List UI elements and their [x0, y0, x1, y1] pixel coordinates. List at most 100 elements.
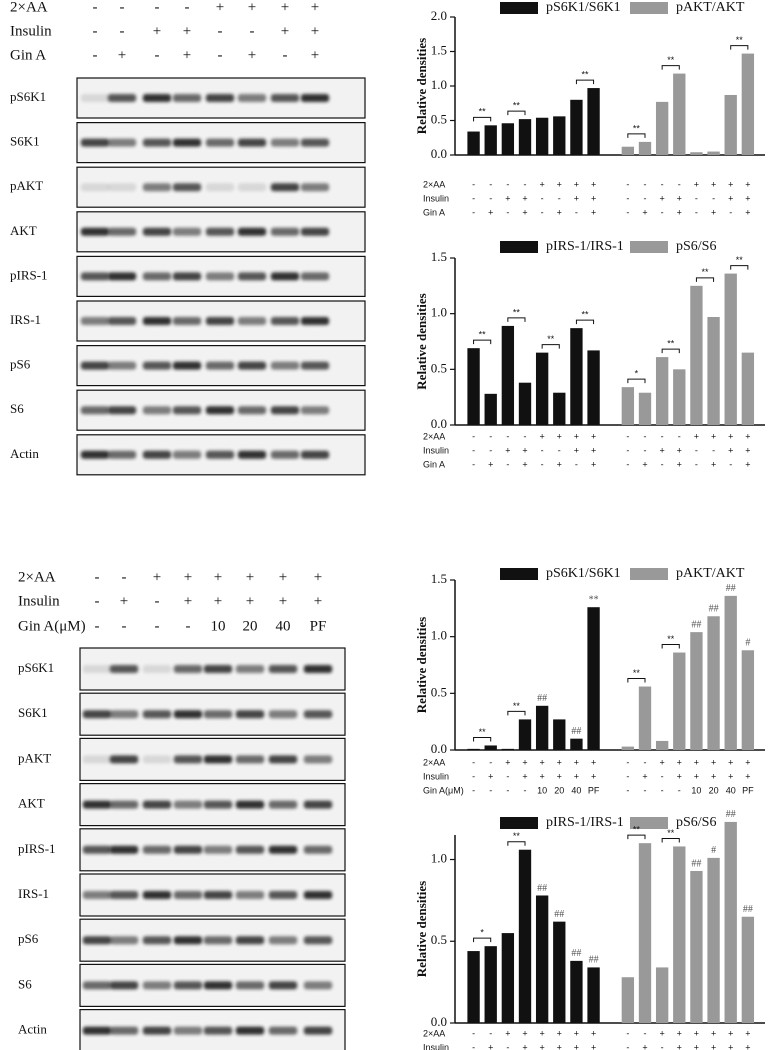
- blot-band: [142, 1026, 172, 1035]
- blot-label: S6K1: [18, 705, 48, 720]
- condition-mark: -: [93, 47, 98, 63]
- condition-label: Gin A: [10, 47, 46, 63]
- significance-mark: **: [701, 267, 709, 277]
- blot-label: S6: [10, 401, 24, 416]
- blot-band: [142, 891, 172, 899]
- condition-mark: -: [283, 47, 288, 63]
- bar: [587, 967, 600, 1023]
- condition-mark: -: [626, 1028, 629, 1038]
- condition-mark: -: [186, 618, 191, 634]
- condition-mark: -: [250, 23, 255, 39]
- significance-bracket: [627, 378, 646, 384]
- condition-mark: -: [626, 785, 629, 795]
- condition-mark: -: [626, 179, 629, 189]
- condition-mark: +: [677, 207, 682, 217]
- blot-band: [109, 755, 139, 764]
- condition-mark: +: [540, 771, 545, 781]
- blot-band: [205, 272, 235, 281]
- condition-mark: +: [540, 1028, 545, 1038]
- significance-bracket: [507, 841, 526, 846]
- condition-mark: -: [95, 593, 100, 609]
- blot-label: pS6: [10, 357, 31, 372]
- significance-mark: **: [667, 338, 675, 348]
- blot-band: [142, 936, 172, 945]
- blot-band: [173, 665, 203, 673]
- bar: [501, 933, 515, 1023]
- condition-mark: -: [644, 431, 647, 441]
- condition-mark: -: [489, 785, 492, 795]
- blot-band: [173, 710, 203, 719]
- condition-mark: +: [522, 459, 527, 469]
- y-axis-label: Relative densities: [414, 38, 429, 134]
- condition-mark: +: [153, 569, 161, 585]
- blot-band: [300, 183, 330, 192]
- blot-band: [303, 755, 333, 764]
- significance-mark: #: [711, 845, 716, 856]
- condition-mark: -: [626, 207, 629, 217]
- condition-mark: +: [591, 179, 596, 189]
- blot-label: Actin: [10, 446, 39, 461]
- blot-band: [268, 800, 298, 809]
- blot-band: [203, 665, 233, 673]
- condition-mark: -: [472, 193, 475, 203]
- condition-mark: -: [661, 179, 664, 189]
- condition-mark: +: [522, 771, 527, 781]
- condition-mark: +: [574, 1028, 579, 1038]
- legend-swatch: [500, 2, 538, 14]
- bar: [501, 123, 515, 155]
- condition-mark: -: [729, 207, 732, 217]
- condition-mark: +: [745, 757, 750, 767]
- condition-mark: +: [311, 47, 319, 63]
- condition-mark: +: [557, 207, 562, 217]
- bar: [484, 125, 497, 155]
- blot-band: [82, 936, 112, 945]
- blot-band: [109, 710, 139, 719]
- bar: [655, 967, 669, 1023]
- blot-band: [109, 936, 139, 945]
- condition-mark: +: [677, 757, 682, 767]
- bar: [570, 99, 583, 155]
- condition-mark: +: [311, 23, 319, 39]
- condition-mark: 10: [211, 618, 226, 634]
- condition-mark: +: [677, 193, 682, 203]
- blot-band: [80, 406, 110, 415]
- blot-band: [107, 450, 137, 459]
- condition-mark: 40: [571, 785, 581, 795]
- bar: [518, 719, 532, 750]
- blot-band: [82, 800, 112, 809]
- blot-band: [205, 450, 235, 459]
- condition-mark: +: [591, 459, 596, 469]
- condition-label: Gin A: [423, 207, 445, 217]
- condition-mark: -: [644, 179, 647, 189]
- significance-bracket: [507, 110, 526, 116]
- bar: [655, 740, 669, 750]
- legend-swatch: [500, 568, 538, 580]
- blot-band: [237, 183, 267, 192]
- condition-mark: +: [153, 23, 161, 39]
- blot-band: [303, 936, 333, 945]
- condition-mark: +: [591, 431, 596, 441]
- condition-mark: -: [695, 193, 698, 203]
- condition-mark: +: [711, 771, 716, 781]
- significance-mark: **: [736, 35, 744, 45]
- blot-band: [235, 936, 265, 945]
- blot-band: [303, 981, 333, 990]
- legend-label: pAKT/AKT: [676, 0, 745, 15]
- significance-mark: ##: [571, 726, 581, 737]
- bar: [553, 392, 566, 425]
- bar: [535, 352, 549, 425]
- blot-band: [142, 183, 172, 192]
- blot-band: [82, 981, 112, 990]
- blot-band: [109, 665, 139, 673]
- condition-mark: +: [660, 1028, 665, 1038]
- condition-mark: -: [472, 459, 475, 469]
- bar: [673, 846, 686, 1023]
- significance-bracket: [507, 317, 526, 322]
- condition-mark: +: [711, 1042, 716, 1050]
- blot-label: Actin: [18, 1022, 47, 1037]
- blot-band: [270, 361, 300, 370]
- condition-mark: -: [575, 207, 578, 217]
- condition-mark: -: [122, 569, 127, 585]
- blot-band: [109, 981, 139, 990]
- bar: [741, 650, 755, 750]
